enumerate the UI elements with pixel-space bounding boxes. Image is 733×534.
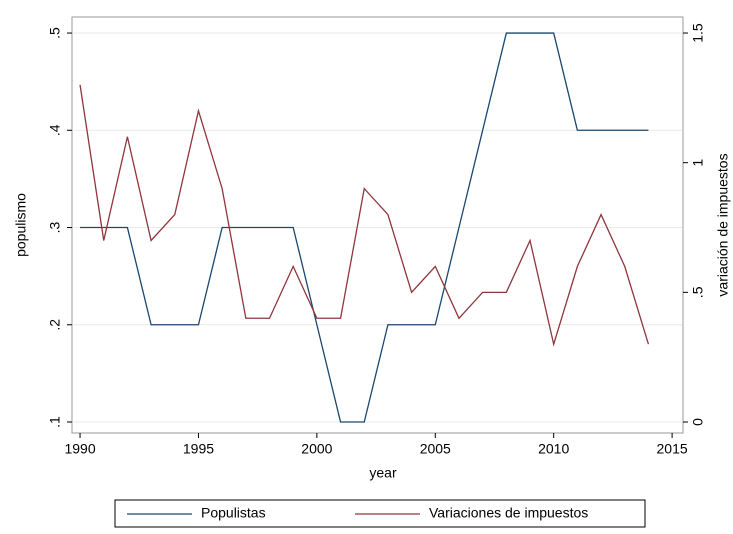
series-line [79,84,650,347]
x-tick-label: 2015 [657,441,688,457]
y2-tick-label: 1 [690,159,706,167]
series-line [80,32,649,423]
y-tick-label: .2 [47,319,63,331]
x-tick-label: 1995 [183,441,214,457]
y2-tick-label: .5 [690,286,706,298]
y-tick-label: .3 [47,221,63,233]
legend-label: Populistas [201,505,266,521]
legend-label: Variaciones de impuestos [429,505,588,521]
y-tick-label: .5 [47,27,63,39]
y2-tick-label: 1.5 [690,23,706,43]
x-tick-label: 2010 [538,441,569,457]
plot-area [71,16,684,434]
y-tick-label: .1 [47,416,63,428]
x-tick-label: 2005 [420,441,451,457]
x-tick-label: 1990 [64,441,95,457]
y2-axis-title: variación de impuestos [715,153,731,296]
x-tick-label: 2000 [301,441,332,457]
x-axis-title: year [369,465,397,481]
y2-tick-label: 0 [690,418,706,426]
y-axis-title: populismo [13,193,29,257]
y-tick-label: .4 [47,124,63,136]
